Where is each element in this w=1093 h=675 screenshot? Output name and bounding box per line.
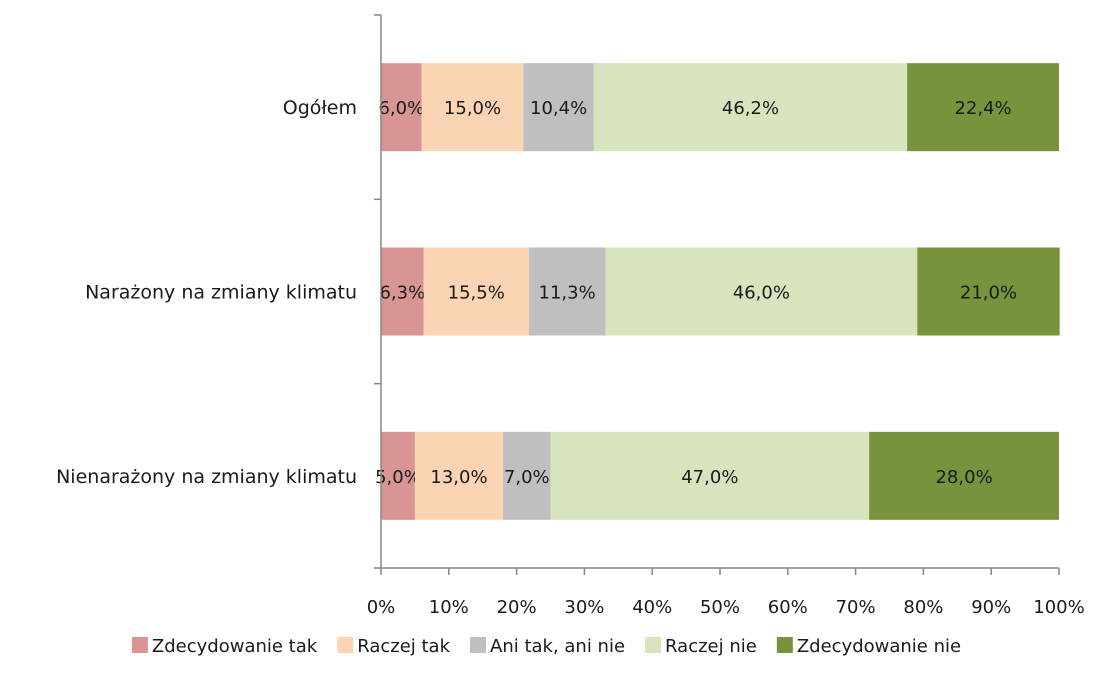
bars-layer: 6,0% 15,0% 10,4% 46,2% 22,4% 6,3% 15,5% 11,3% 46… xyxy=(375,63,1060,520)
x-tick-label: 60% xyxy=(768,597,808,618)
x-tick-label: 100% xyxy=(1033,597,1084,618)
data-label: 22,4% xyxy=(954,98,1011,119)
x-tick-label: 30% xyxy=(564,597,604,618)
x-tick-label: 20% xyxy=(497,597,537,618)
legend-label: Ani tak, ani nie xyxy=(490,636,625,657)
bar-segment xyxy=(423,247,529,336)
data-label: 47,0% xyxy=(681,467,738,488)
x-tick-label: 0% xyxy=(367,597,396,618)
category-label: Ogółem xyxy=(283,97,357,119)
legend-item: Raczej nie xyxy=(645,636,757,657)
data-label: 46,0% xyxy=(733,283,790,304)
legend-item: Ani tak, ani nie xyxy=(470,636,625,657)
data-label: 46,2% xyxy=(722,98,779,119)
bar-segment xyxy=(917,247,1060,336)
data-label: 28,0% xyxy=(935,467,992,488)
bar-segment xyxy=(414,431,504,520)
legend-label: Raczej tak xyxy=(357,636,450,657)
legend-swatch xyxy=(645,637,662,653)
data-label: 6,3% xyxy=(379,283,425,304)
legend-swatch xyxy=(470,637,486,653)
data-label: 15,0% xyxy=(444,98,501,119)
category-label: Nienarażony na zmiany klimatu xyxy=(56,466,357,488)
bar-segment xyxy=(381,63,422,152)
x-tick-label: 70% xyxy=(836,597,876,618)
data-label: 6,0% xyxy=(378,98,424,119)
x-tick-label: 40% xyxy=(632,597,672,618)
legend-item: Zdecydowanie tak xyxy=(131,636,318,657)
bar-segment xyxy=(550,431,870,520)
data-label: 11,3% xyxy=(539,283,596,304)
legend-swatch xyxy=(337,637,354,653)
legend-swatch xyxy=(776,637,793,653)
bar-segment xyxy=(421,63,524,152)
x-tick-label: 90% xyxy=(971,597,1011,618)
data-label: 7,0% xyxy=(504,467,550,488)
legend-label: Zdecydowanie nie xyxy=(797,636,961,657)
bar-segment xyxy=(381,431,415,520)
category-label: Narażony na zmiany klimatu xyxy=(85,282,357,304)
bar-segment xyxy=(381,247,424,336)
data-label: 5,0% xyxy=(375,467,421,488)
axes-layer: Ogółem Narażony na zmiany klimatu Nienaraż… xyxy=(56,14,1085,618)
legend-label: Raczej nie xyxy=(665,636,757,657)
bar-segment xyxy=(907,63,1059,152)
legend-item: Raczej tak xyxy=(337,636,451,657)
x-tick-label: 10% xyxy=(429,597,469,618)
bar-segment xyxy=(528,247,606,336)
data-label: 10,4% xyxy=(530,98,587,119)
data-label: 21,0% xyxy=(960,283,1017,304)
bar-segment xyxy=(523,63,594,152)
x-tick-label: 80% xyxy=(903,597,943,618)
data-label: 15,5% xyxy=(448,283,505,304)
legend-label: Zdecydowanie tak xyxy=(152,636,318,657)
bar-segment xyxy=(869,431,1059,520)
bar-segment xyxy=(605,247,918,336)
bar-segment xyxy=(503,431,551,520)
x-tick-label: 50% xyxy=(700,597,740,618)
data-label: 13,0% xyxy=(430,467,487,488)
legend-item: Zdecydowanie nie xyxy=(776,636,961,657)
legend: Zdecydowanie tak Raczej tak Ani tak, ani n… xyxy=(131,636,961,657)
bar-segment xyxy=(593,63,908,152)
legend-swatch xyxy=(131,637,148,653)
